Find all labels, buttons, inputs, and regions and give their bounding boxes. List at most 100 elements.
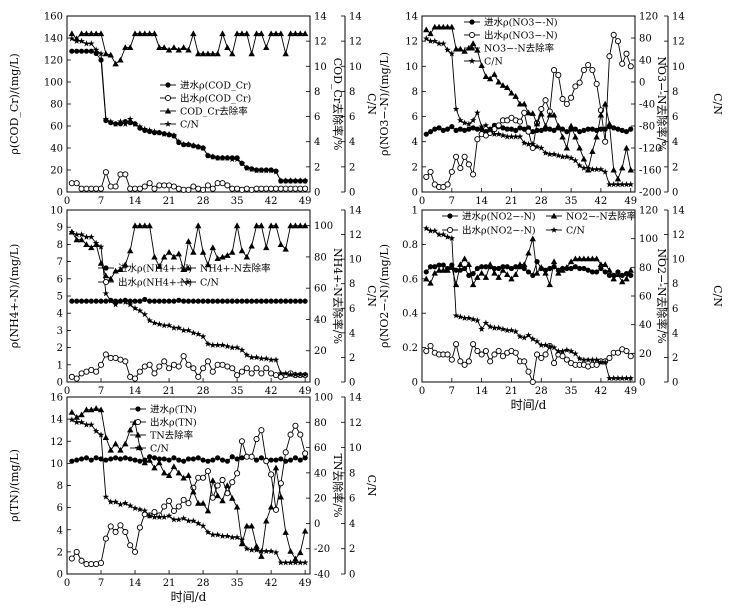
data-point xyxy=(209,531,217,538)
data-point xyxy=(248,354,255,361)
x-tick-label: 21 xyxy=(505,196,518,207)
data-point xyxy=(73,37,80,44)
data-point xyxy=(126,301,134,308)
data-point xyxy=(287,431,294,438)
data-point xyxy=(239,455,245,461)
data-point xyxy=(244,298,250,304)
data-point xyxy=(122,528,129,536)
data-point xyxy=(166,497,173,505)
data-point xyxy=(623,275,630,282)
x-axis-label: 时间/d xyxy=(171,590,207,604)
data-point xyxy=(171,455,177,461)
x-tick-label: 49 xyxy=(299,196,312,207)
y-axis-label: ρ(COD_Cr)/(mg/L) xyxy=(8,53,21,154)
data-point xyxy=(122,440,129,447)
data-point xyxy=(238,346,246,353)
data-point xyxy=(563,264,571,270)
x-tick-label: 49 xyxy=(624,386,637,397)
data-point xyxy=(219,180,226,187)
y2-tick-label: 40 xyxy=(314,468,327,479)
x-tick-label: 28 xyxy=(197,386,210,397)
data-point xyxy=(559,95,566,103)
data-point xyxy=(272,549,280,556)
data-point xyxy=(205,298,211,304)
data-point xyxy=(195,455,201,461)
y2-tick-label: 100 xyxy=(639,234,658,245)
data-point xyxy=(214,492,221,499)
data-point xyxy=(204,528,212,536)
data-point xyxy=(102,169,109,176)
data-point xyxy=(495,324,502,331)
data-point xyxy=(589,356,596,363)
data-point xyxy=(277,370,285,377)
data-point xyxy=(533,269,541,276)
data-point xyxy=(253,542,260,549)
x-tick-label: 42 xyxy=(595,386,608,397)
data-point xyxy=(161,456,167,462)
data-point xyxy=(538,354,545,361)
data-point xyxy=(195,373,202,380)
data-point xyxy=(581,127,587,133)
data-point xyxy=(204,152,212,159)
y2-tick-label: 0 xyxy=(314,378,320,389)
series-no2-3 xyxy=(423,225,634,382)
data-point xyxy=(423,26,430,33)
data-point xyxy=(229,494,236,501)
data-point xyxy=(301,527,309,534)
data-point xyxy=(175,324,183,331)
data-point xyxy=(623,374,630,382)
data-point xyxy=(555,269,562,276)
y-tick-label: 20 xyxy=(50,166,63,177)
data-point xyxy=(258,553,265,559)
data-point xyxy=(533,143,541,150)
series-nh4-2 xyxy=(68,222,309,282)
data-point xyxy=(175,46,182,53)
data-point xyxy=(614,271,622,278)
panel-tn: 0 7 14 21 28 35 42 490246810121416-40-200204060… xyxy=(8,393,378,605)
data-point xyxy=(253,435,260,443)
data-point xyxy=(107,297,114,304)
data-point xyxy=(238,186,246,193)
data-point xyxy=(263,365,270,372)
data-point xyxy=(563,144,571,151)
data-point xyxy=(521,139,528,146)
data-point xyxy=(555,347,562,355)
data-point xyxy=(146,180,153,187)
data-point xyxy=(576,355,583,362)
y-tick-label: 14 xyxy=(405,12,418,23)
data-point xyxy=(576,79,583,86)
data-point xyxy=(461,119,468,126)
data-point xyxy=(491,351,498,358)
data-point xyxy=(122,455,128,461)
data-point xyxy=(156,263,163,269)
y2-tick-label: 80 xyxy=(639,34,652,45)
y3-tick-label: 14 xyxy=(672,206,685,217)
data-point xyxy=(470,171,477,178)
data-point xyxy=(204,340,212,347)
data-point xyxy=(516,100,524,107)
data-point xyxy=(176,457,182,463)
y2-tick-label: 0 xyxy=(314,188,320,199)
x-tick-label: 35 xyxy=(231,386,244,397)
data-point xyxy=(200,186,207,193)
x-tick-label: 35 xyxy=(565,196,578,207)
data-point xyxy=(126,44,134,50)
data-point xyxy=(131,120,139,127)
data-point xyxy=(457,45,464,52)
data-point xyxy=(606,53,613,60)
data-point xyxy=(585,267,591,273)
data-point xyxy=(486,75,494,82)
data-point xyxy=(465,314,473,321)
x-tick-label: 7 xyxy=(449,196,455,207)
data-point xyxy=(444,126,451,132)
data-point xyxy=(547,265,553,272)
data-point xyxy=(469,40,477,47)
x-tick-label: 0 xyxy=(419,196,425,207)
data-point xyxy=(165,472,173,478)
x-tick-label: 42 xyxy=(265,578,278,589)
data-point xyxy=(195,222,202,229)
data-point xyxy=(503,327,511,334)
data-point xyxy=(88,30,95,37)
x-tick-label: 49 xyxy=(299,386,312,397)
data-point xyxy=(131,548,139,555)
